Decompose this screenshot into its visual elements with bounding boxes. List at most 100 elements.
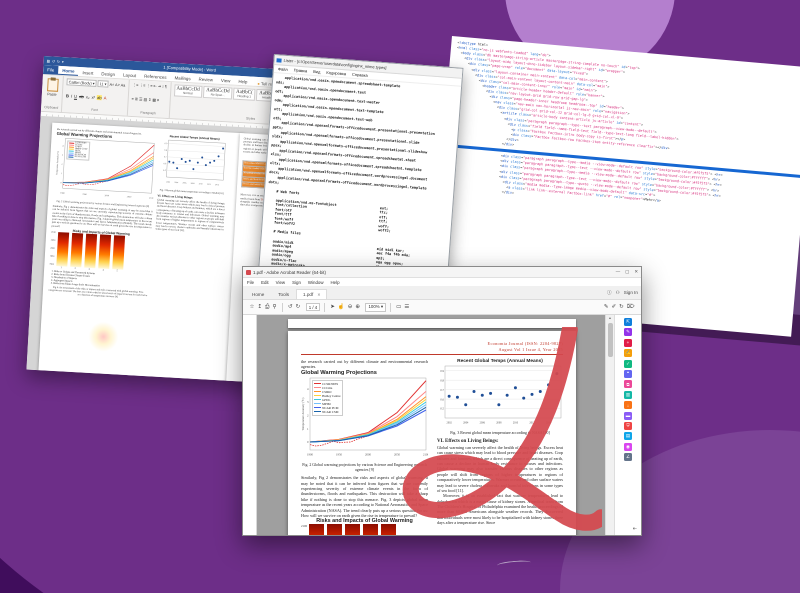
font-name-select[interactable]: Calibri (Body) ▾ [66, 78, 97, 87]
toolbar-icon[interactable]: ⚲ [272, 303, 277, 310]
style-card-heading-1[interactable]: AaBbC(Heading 1 [233, 87, 256, 101]
reader-titlebar[interactable]: 1.pdf - Adobe Acrobat Reader (64-bit) — ▢… [243, 267, 641, 278]
organize-pages-icon[interactable]: ▥ [624, 390, 632, 399]
lister-menu-Справка[interactable]: Справка [351, 71, 368, 78]
pdf-page[interactable]: Economia Journal (ISSN: 2204-9827) Augus… [288, 327, 602, 535]
word-quick-access-toolbar[interactable]: ▤ ↺ ↻ ▾ [47, 58, 66, 64]
lister-menu-Вид[interactable]: Вид [313, 68, 321, 75]
person-icon[interactable]: ⚇ [615, 289, 620, 295]
lister-menu-Правка[interactable]: Правка [293, 67, 308, 74]
toolbar-icon[interactable]: ☰ [404, 304, 410, 310]
toolbar-icon[interactable]: ↻ [619, 304, 624, 310]
reader-tab-row: Home Tools 1.pdf ✕ ⓘ ⚇ Sign In [243, 286, 641, 300]
word-window: ▤↺↻▾ 1 [Compatibility Mode] - Word —▢✕ F… [26, 56, 336, 386]
toolbar-icon[interactable]: ✐ [611, 304, 617, 310]
word-tab-home[interactable]: Home [58, 66, 79, 76]
tab-tools[interactable]: Tools [278, 292, 289, 297]
compress-pdf-icon[interactable]: ↓ [624, 401, 632, 410]
sign-in-button[interactable]: Sign In [623, 290, 638, 295]
grow-shrink-font-icons[interactable]: A˄ A˅ Aa [109, 82, 126, 88]
tab-home[interactable]: Home [252, 292, 265, 297]
toolbar-icon[interactable]: ⊖ [347, 304, 353, 310]
combine-files-icon[interactable]: ⧉ [624, 380, 632, 389]
toolbar-icon[interactable]: ⊕ [355, 304, 360, 310]
toolbar-page-nav-icons[interactable]: ↺ ↻ [286, 304, 301, 310]
word-tab-review[interactable]: Review [198, 76, 214, 83]
window-control-icon[interactable]: ▢ [625, 269, 630, 274]
quick-access-icon[interactable]: ↻ [56, 59, 60, 64]
word-tab-design[interactable]: Design [101, 71, 116, 77]
lister-menu-Файл[interactable]: Файл [277, 66, 288, 73]
document-tab-label: 1.pdf [303, 292, 314, 297]
comment-icon[interactable]: ❝ [624, 369, 632, 378]
create-pdf-icon[interactable]: + [624, 338, 632, 347]
reader-menu-file[interactable]: File [247, 279, 255, 285]
font-size-select[interactable]: 11 ▾ [97, 80, 109, 88]
fill-sign-icon[interactable]: ✓ [624, 359, 632, 368]
stamp-icon[interactable]: ◉ [624, 442, 632, 451]
edit-pdf-icon[interactable]: ✎ [624, 328, 632, 337]
toolbar-icon[interactable]: ↥ [257, 303, 263, 310]
toolbar-icon[interactable]: ⎙ [265, 303, 270, 310]
toolbar-icon[interactable]: ➤ [330, 304, 335, 310]
word-tab-mailings[interactable]: Mailings [174, 75, 191, 82]
protect-icon[interactable]: ⛨ [624, 421, 632, 430]
lister-content[interactable]: application/vnd.oasis.opendocument.sprea… [259, 73, 461, 290]
quick-access-icon[interactable]: ↺ [51, 59, 56, 64]
word-tab-insert[interactable]: Insert [82, 70, 94, 76]
scan-ocr-icon[interactable]: ▤ [624, 432, 632, 441]
window-control-icon[interactable]: ✕ [634, 269, 638, 274]
quick-access-icon[interactable]: ▤ [46, 59, 51, 64]
style-card-no-spac-[interactable]: AaBbCcDd No Spac... [203, 85, 233, 100]
reader-menu-window[interactable]: Window [307, 279, 324, 285]
toolbar-file-icons[interactable]: ☆ ↥ ⎙ ⚲ [248, 304, 278, 311]
request-signatures-icon[interactable]: ✍ [624, 349, 632, 358]
toolbar-icon[interactable]: ☆ [249, 303, 255, 310]
reader-window-controls[interactable]: — ▢ ✕ [611, 269, 638, 275]
close-tab-icon[interactable]: ✕ [317, 293, 321, 297]
toolbar-annotation-icons[interactable]: ✎ ✐ ↻ ⌦ [602, 304, 636, 310]
collapse-sidebar-icon[interactable]: ⇤ [632, 526, 637, 532]
ember-bar [345, 524, 361, 535]
window-control-icon[interactable]: — [615, 269, 621, 274]
paste-button[interactable]: Paste [45, 77, 60, 97]
toolbar-icon[interactable]: ↻ [295, 304, 301, 310]
svg-text:0.5: 0.5 [440, 407, 444, 411]
word-page-1[interactable]: the research carried out by different cl… [38, 122, 244, 386]
toolbar-select-zoom-icons[interactable]: ➤ ☝ ⊖ ⊕ [329, 304, 362, 310]
reader-menu-view[interactable]: View [275, 279, 286, 285]
word-tab-file[interactable]: File [42, 64, 59, 75]
word-document-area[interactable]: the research carried out by different cl… [26, 115, 333, 386]
scroll-up-arrow[interactable]: ▲ [608, 316, 612, 320]
redact-icon[interactable]: ▬ [624, 411, 632, 420]
align-border-buttons[interactable]: ≡ ≣ ☰ ▤ ⇕ ▦ ▾ [131, 96, 160, 103]
reader-menu-sign[interactable]: Sign [292, 279, 301, 285]
reader-menu-help[interactable]: Help [330, 279, 340, 285]
toolbar-icon[interactable]: ☝ [337, 304, 345, 310]
measure-icon[interactable]: ∠ [624, 453, 632, 462]
style-card-normal[interactable]: AaBbCcDd Normal [173, 84, 203, 98]
reader-menu-edit[interactable]: Edit [261, 279, 269, 285]
export-pdf-icon[interactable]: ⇱ [624, 318, 632, 326]
scrollbar-thumb[interactable] [607, 323, 613, 357]
vertical-scrollbar[interactable]: ▲ [605, 315, 614, 535]
word-tab-layout[interactable]: Layout [122, 72, 137, 79]
lister-menu-Кодировка[interactable]: Кодировка [326, 69, 347, 77]
quick-access-icon[interactable]: ▾ [61, 60, 64, 65]
notifications-icon[interactable]: ⓘ [606, 289, 612, 295]
reader-left-panel[interactable] [243, 315, 257, 535]
zoom-level-select[interactable]: 100% ▾ [365, 302, 387, 312]
pdf-previous-page-edge [288, 319, 576, 328]
toolbar-icon[interactable]: ▭ [396, 304, 402, 310]
document-tab[interactable]: 1.pdf ✕ [296, 289, 328, 299]
list-indent-buttons[interactable]: ⋮≡ ⋮≡ ⋮≡ ⇤ ⇥ ↕ ¶ [132, 82, 168, 89]
page-indicator[interactable]: 1 / 4 [305, 303, 321, 311]
toolbar-icon[interactable]: ⌦ [626, 304, 635, 310]
toolbar-view-icons[interactable]: ▭ ☰ [395, 304, 411, 310]
pdf-viewport[interactable]: Economia Journal (ISSN: 2204-9827) Augus… [257, 315, 605, 535]
toolbar-icon[interactable]: ↺ [287, 304, 293, 310]
word-tab-view[interactable]: View [220, 77, 231, 84]
toolbar-icon[interactable]: ✎ [603, 304, 609, 310]
word-tab-help[interactable]: Help [238, 78, 248, 85]
